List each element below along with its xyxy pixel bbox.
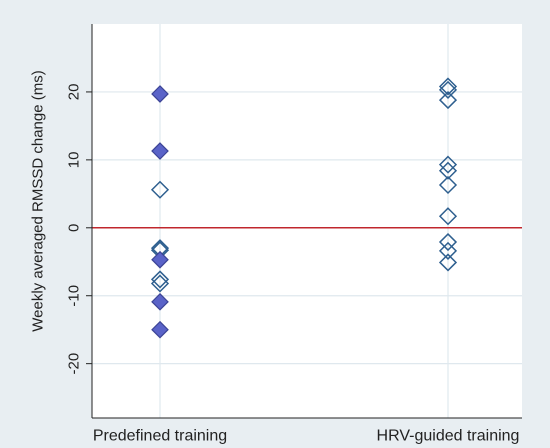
y-tick-label: 10 [66,152,83,169]
data-point-filled [151,250,169,269]
data-point-open [438,155,458,174]
data-point-open [438,175,458,195]
data-point-open [438,232,458,252]
x-axis-categories: Predefined training HRV-guided training [93,428,520,445]
data-point-open [438,161,458,180]
data-point-open [438,77,458,96]
data-point-open [438,207,458,226]
y-tick-label: -20 [66,353,83,375]
data-point-filled [151,85,169,103]
data-points [150,77,458,339]
plot-area [92,24,522,418]
data-point-open [150,274,170,293]
data-point-filled [151,320,169,339]
y-axis-label: Weekly averaged RMSSD change (ms) [30,70,47,332]
x-category-label: Predefined training [93,428,227,445]
y-tick-label: 0 [66,224,83,232]
data-point-filled [151,292,169,311]
y-axis: 20 10 0 -10 -20 [66,24,522,419]
data-point-open [438,80,458,99]
data-point-open [150,180,170,199]
data-point-open [150,270,170,289]
x-category-label: HRV-guided training [377,428,520,445]
y-tick-label: -10 [66,285,83,307]
y-tick-label: 20 [66,84,83,101]
data-point-filled [151,142,169,160]
data-point-open [438,241,458,260]
data-point-open [438,253,458,272]
data-point-open [438,91,458,110]
